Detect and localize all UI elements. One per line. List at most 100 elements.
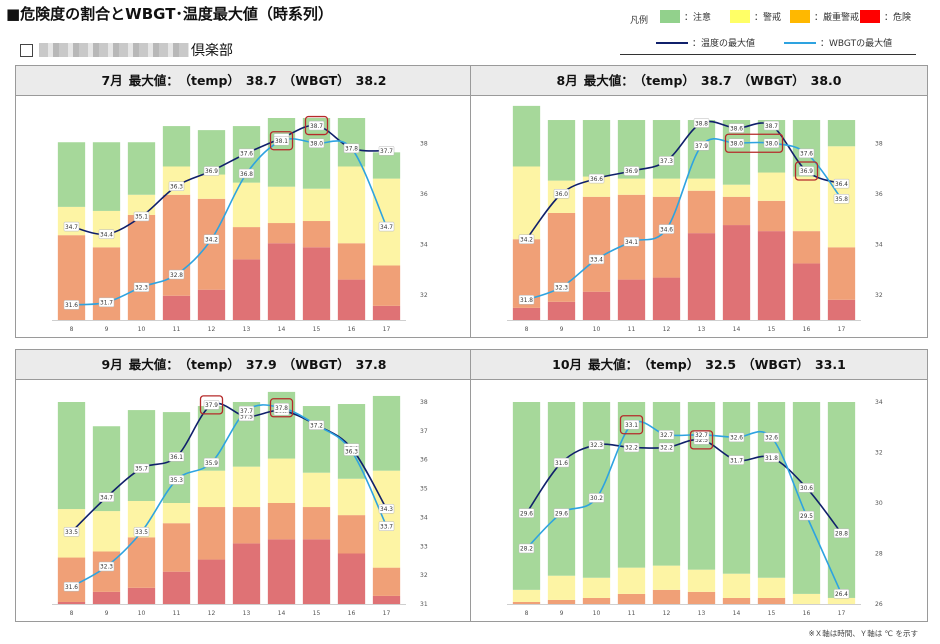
bar-segment-severe bbox=[162, 523, 191, 572]
wbgt-data-label-box bbox=[798, 148, 815, 159]
legend-label: 凡例 bbox=[630, 16, 649, 26]
y-tick-label: 34 bbox=[420, 241, 428, 248]
bar-segment-danger bbox=[162, 571, 191, 604]
temp-data-label: 36.4 bbox=[835, 182, 848, 188]
chart-header: 8月 最大値： （temp） 38.7 （WBGT） 38.0 bbox=[471, 66, 927, 96]
temp-data-label-box bbox=[63, 527, 80, 537]
temp-data-label-box bbox=[378, 504, 395, 514]
wbgt-label: （WBGT） bbox=[282, 357, 350, 372]
bar-segment-severe bbox=[652, 589, 681, 604]
wbgt-data-label: 35.8 bbox=[835, 197, 848, 203]
temp-data-label: 34.3 bbox=[380, 507, 393, 513]
temp-data-label: 34.7 bbox=[65, 225, 78, 231]
wbgt-data-label-box bbox=[378, 521, 395, 531]
temp-max: 37.9 bbox=[245, 357, 277, 372]
bar-segment-severe bbox=[162, 194, 191, 296]
bar-segment-caution bbox=[582, 402, 611, 578]
legend-line-wbgt bbox=[784, 41, 816, 44]
wbgt-data-label: 31.8 bbox=[520, 298, 533, 304]
temp-data-label-box bbox=[553, 189, 570, 199]
y-tick-label: 38 bbox=[875, 140, 883, 147]
y-tick-label: 32 bbox=[420, 292, 428, 299]
x-tick-label: 15 bbox=[313, 610, 321, 617]
bar-segment-warning bbox=[617, 567, 646, 594]
bar-segment-caution bbox=[127, 410, 156, 501]
y-tick-label: 35 bbox=[420, 486, 428, 493]
chart-svg: 8 9 10 11 12 13 14 15 16 17 31 32 33 34 35 36 37 38 33.5 34… bbox=[52, 391, 428, 617]
wbgt-data-label: 32.3 bbox=[555, 285, 568, 291]
wbgt-data-label: 32.3 bbox=[135, 285, 148, 291]
bar-segment-caution bbox=[687, 402, 716, 570]
bar-segment-severe bbox=[757, 597, 786, 604]
x-tick-label: 10 bbox=[138, 326, 146, 333]
x-tick-label: 9 bbox=[105, 610, 109, 617]
max-label: 最大値： bbox=[588, 357, 639, 372]
temp-max: 32.5 bbox=[705, 357, 737, 372]
wbgt-data-label-box bbox=[273, 403, 290, 413]
temp-label: （temp） bbox=[639, 73, 695, 88]
x-tick-label: 15 bbox=[313, 326, 321, 333]
bar-segment-caution bbox=[582, 120, 611, 177]
bar-segment-warning bbox=[92, 210, 121, 248]
bar-segment-warning bbox=[162, 503, 191, 524]
max-highlight-box bbox=[269, 398, 294, 418]
bar-segment-warning bbox=[197, 470, 226, 508]
legend-label-caution: ：注意 bbox=[684, 13, 712, 23]
max-highlight-box bbox=[689, 430, 714, 450]
bar-segment-caution bbox=[57, 402, 86, 510]
wbgt-label: （WBGT） bbox=[282, 73, 350, 88]
club-name: 倶楽部 bbox=[20, 40, 233, 60]
temp-data-label: 36.9 bbox=[800, 169, 813, 175]
wbgt-data-label: 34.6 bbox=[660, 227, 673, 233]
wbgt-data-label: 36.3 bbox=[345, 449, 358, 455]
y-tick-label: 34 bbox=[875, 399, 883, 406]
temp-data-label-box bbox=[238, 148, 255, 159]
temp-data-label: 31.6 bbox=[555, 461, 568, 467]
chart-svg: 8 9 10 11 12 13 14 15 16 17 32 34 36 38 34.2 36.0 36.6 36… bbox=[507, 105, 883, 333]
wbgt-data-label: 31.7 bbox=[100, 301, 113, 307]
legend-label-temp: ：温度の最大値 bbox=[692, 39, 756, 49]
bar-segment-severe bbox=[757, 200, 786, 232]
temp-data-label: 32.2 bbox=[625, 446, 638, 452]
wbgt-data-label-box bbox=[763, 138, 780, 148]
temp-data-label-box bbox=[63, 221, 80, 232]
chart-svg: 8 9 10 11 12 13 14 15 16 17 26 28 30 32 34 29.6 31.6 32.3… bbox=[507, 399, 883, 617]
y-tick-label: 36 bbox=[875, 191, 883, 198]
wbgt-max: 33.1 bbox=[815, 357, 846, 372]
legend-swatch-severe bbox=[790, 10, 810, 23]
temp-data-label: 38.8 bbox=[695, 121, 708, 127]
y-tick-label: 38 bbox=[420, 399, 428, 406]
bar-segment-caution bbox=[92, 142, 121, 211]
x-tick-label: 10 bbox=[593, 326, 601, 333]
temp-data-label: 35.7 bbox=[135, 467, 148, 473]
wbgt-data-label-box bbox=[518, 543, 535, 554]
bar-segment-warning bbox=[687, 178, 716, 191]
x-tick-label: 13 bbox=[243, 326, 251, 333]
temp-label: （temp） bbox=[644, 357, 700, 372]
temp-data-label-box bbox=[798, 483, 815, 493]
bar-segment-danger bbox=[757, 231, 786, 320]
bar-segment-severe bbox=[687, 190, 716, 234]
bar-segment-severe bbox=[547, 599, 576, 604]
x-tick-label: 10 bbox=[138, 610, 146, 617]
bar-segment-danger bbox=[792, 263, 821, 320]
temp-data-label-box bbox=[728, 455, 745, 465]
bar-segment-warning bbox=[582, 577, 611, 598]
bar-segment-caution bbox=[267, 391, 296, 459]
bar-segment-warning bbox=[757, 577, 786, 598]
wbgt-data-label: 33.5 bbox=[135, 530, 148, 536]
temp-data-label-box bbox=[518, 508, 535, 518]
bar-segment-warning bbox=[617, 178, 646, 195]
wbgt-data-label-box bbox=[763, 432, 780, 443]
bar-segment-danger bbox=[162, 295, 191, 320]
bar-segment-severe bbox=[302, 507, 331, 540]
bar-segment-caution bbox=[652, 120, 681, 179]
wbgt-data-label: 34.2 bbox=[205, 237, 218, 243]
wbgt-data-label: 38.1 bbox=[275, 139, 288, 145]
wbgt-data-label: 38.0 bbox=[730, 141, 743, 147]
temp-data-label: 32.5 bbox=[695, 438, 708, 444]
y-tick-label: 28 bbox=[875, 551, 883, 558]
bar-segment-caution bbox=[722, 402, 751, 574]
x-tick-label: 8 bbox=[525, 326, 529, 333]
max-highlight-box bbox=[304, 115, 329, 136]
